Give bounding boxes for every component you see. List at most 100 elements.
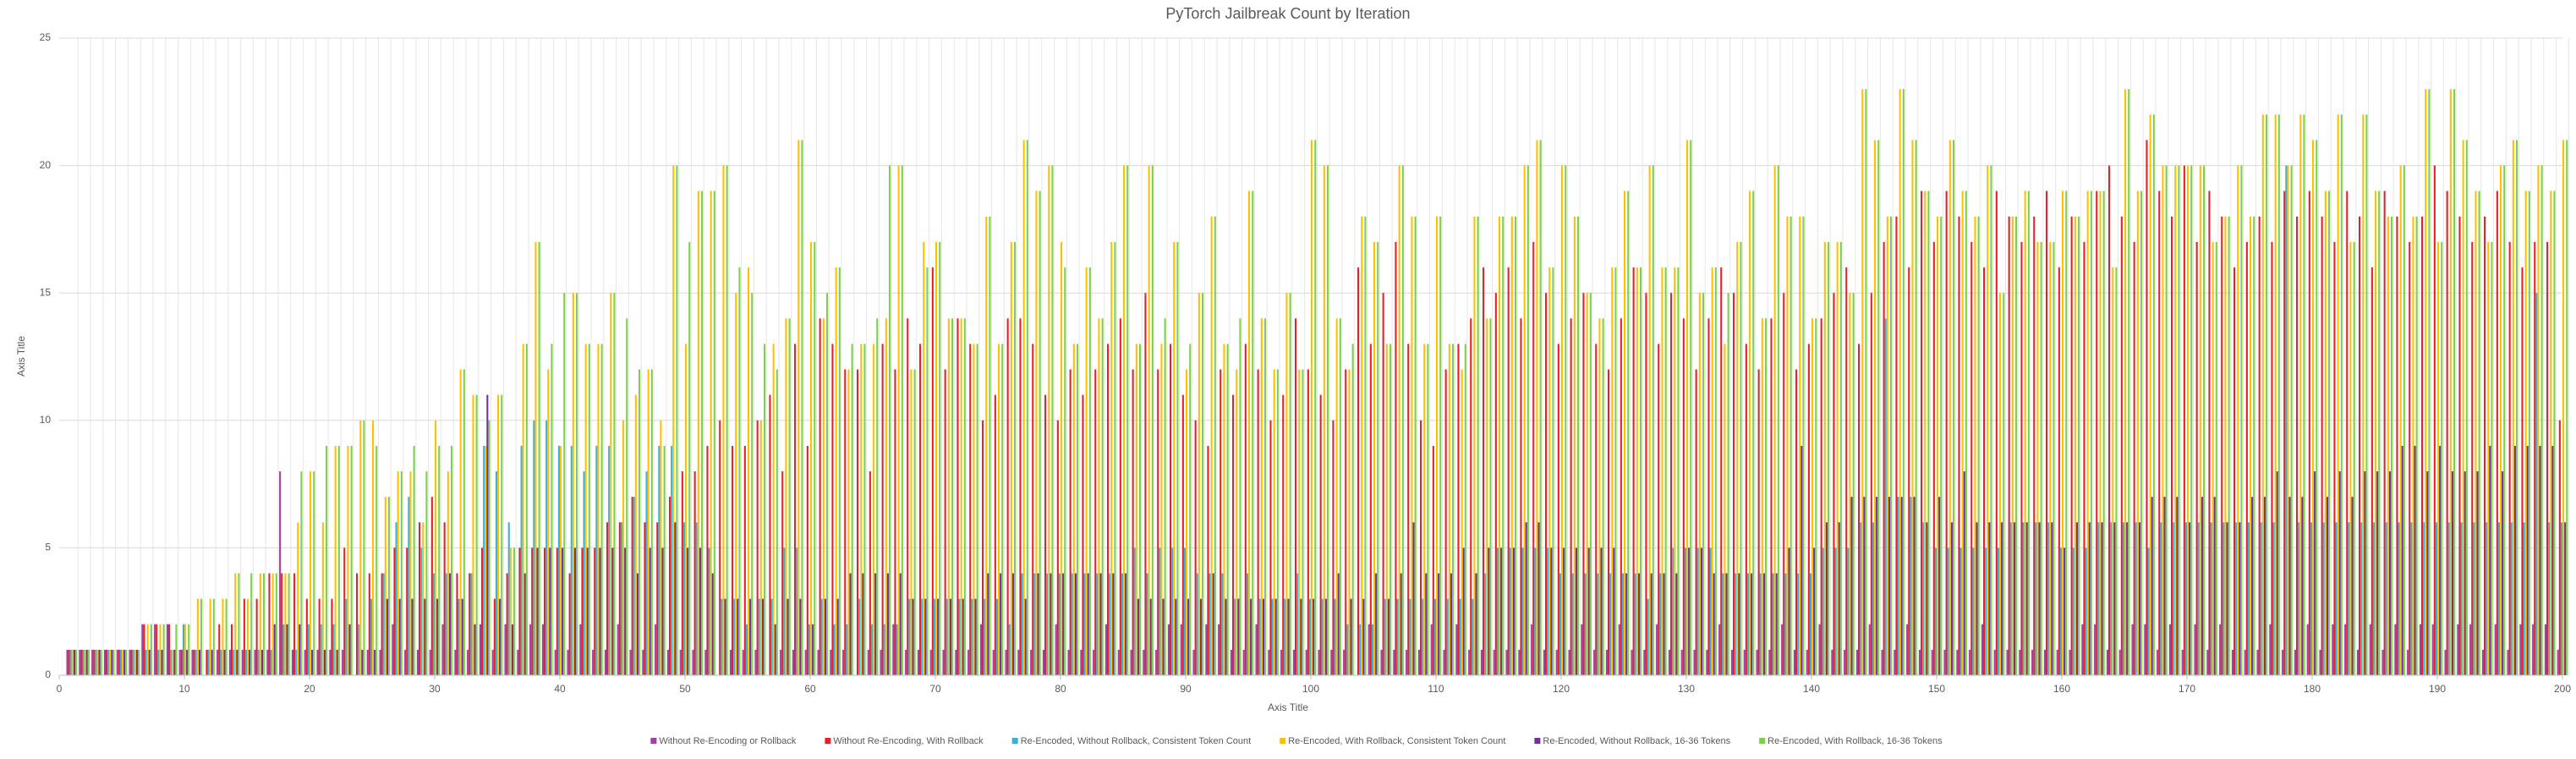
bar: [1632, 267, 1635, 675]
bar: [307, 624, 310, 675]
bar: [998, 344, 1000, 675]
bar: [2064, 547, 2066, 675]
bar: [122, 649, 124, 675]
bar: [429, 649, 431, 675]
bar: [2558, 420, 2561, 675]
bar: [1839, 241, 1842, 676]
bar: [130, 649, 133, 675]
bar: [2206, 649, 2209, 675]
bar: [2489, 445, 2491, 675]
bar: [2415, 216, 2418, 676]
bar: [228, 649, 232, 675]
bar: [1725, 573, 1728, 675]
bar: [225, 598, 227, 675]
bar: [1537, 522, 1540, 675]
bar: [1637, 573, 1640, 675]
bar: [363, 420, 365, 675]
bar: [2471, 241, 2474, 676]
bar: [1521, 547, 1524, 675]
bar: [1752, 190, 1755, 676]
bar: [726, 165, 728, 676]
bar: [825, 293, 829, 675]
bar: [2396, 216, 2398, 676]
bar: [1298, 369, 1301, 675]
y-tick-label: 25: [40, 31, 52, 43]
bar: [824, 598, 826, 675]
bar: [299, 624, 301, 675]
bar: [2510, 522, 2513, 675]
bar: [234, 573, 237, 675]
bar: [486, 394, 489, 675]
bar: [2083, 241, 2085, 676]
bar: [963, 318, 966, 675]
bar: [1988, 522, 1991, 675]
bar: [529, 624, 532, 675]
bar: [594, 547, 596, 675]
bar: [722, 165, 725, 676]
bar: [1436, 216, 1439, 676]
bar: [2288, 497, 2291, 675]
bar: [1417, 649, 1421, 675]
bar: [2212, 241, 2214, 676]
x-tick-label: 170: [2179, 683, 2195, 695]
bar: [711, 573, 714, 675]
bar: [2502, 471, 2504, 675]
bar: [2388, 471, 2391, 675]
bar: [2240, 165, 2243, 676]
y-tick-label: 5: [45, 542, 51, 553]
bar: [2372, 522, 2375, 675]
bar: [321, 522, 324, 675]
bar: [1414, 216, 1417, 676]
bar: [2253, 216, 2255, 676]
bar: [366, 649, 369, 675]
bar: [831, 344, 834, 675]
bar: [1486, 318, 1488, 675]
bar: [660, 420, 662, 675]
bar: [1751, 573, 1753, 675]
bar: [1584, 573, 1587, 675]
bar: [2228, 216, 2230, 676]
x-tick-label: 110: [1428, 683, 1444, 695]
bar: [332, 624, 335, 675]
bar: [783, 547, 786, 675]
bar: [2548, 522, 2551, 675]
bar: [1565, 165, 1567, 676]
bar: [2419, 624, 2422, 675]
bar: [1781, 624, 1784, 675]
bar: [1395, 241, 1397, 676]
bar: [1595, 344, 1598, 675]
bar: [313, 471, 315, 675]
x-tick-label: 0: [57, 683, 63, 695]
bar: [450, 445, 453, 675]
bar: [586, 547, 589, 675]
bar: [304, 649, 306, 675]
bar: [2102, 190, 2105, 676]
bar: [1033, 573, 1036, 675]
bar: [2070, 216, 2073, 676]
bar: [1950, 522, 1953, 675]
bar: [671, 445, 673, 675]
bar: [1922, 522, 1925, 675]
y-axis-title: Axis Title: [15, 336, 27, 377]
bar: [2346, 190, 2349, 676]
bar: [233, 649, 235, 675]
bar: [2001, 522, 2003, 675]
bar: [581, 547, 584, 675]
bar: [814, 241, 816, 676]
bar: [644, 522, 646, 675]
y-tick-label: 15: [40, 286, 52, 298]
bar: [406, 547, 408, 675]
bar: [1083, 573, 1086, 675]
bar: [1362, 598, 1365, 675]
bar: [1900, 497, 1903, 675]
bar: [1947, 547, 1949, 675]
bar: [1775, 573, 1778, 675]
bar: [87, 649, 90, 675]
bar: [297, 522, 299, 675]
bar: [311, 649, 314, 675]
bar: [1214, 216, 1216, 676]
bar: [867, 649, 869, 675]
bar: [1236, 369, 1238, 675]
bar: [2557, 649, 2559, 675]
